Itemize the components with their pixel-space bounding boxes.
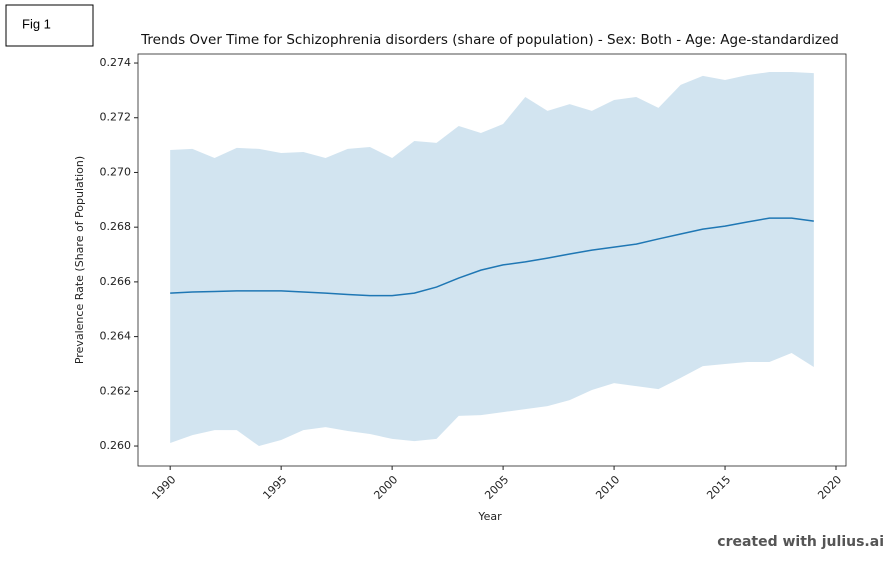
y-tick-label: 0.266 bbox=[100, 275, 132, 288]
y-tick-label: 0.274 bbox=[100, 56, 132, 69]
line bbox=[170, 217, 814, 297]
x-tick-label: 2010 bbox=[593, 473, 622, 502]
figure-label-box bbox=[5, 4, 94, 47]
x-tick-label: 2015 bbox=[704, 473, 733, 502]
x-tick-label: 2000 bbox=[371, 473, 400, 502]
y-tick-label: 0.270 bbox=[100, 165, 132, 178]
y-tick-label: 0.272 bbox=[100, 111, 132, 124]
plot-frame bbox=[137, 53, 847, 467]
watermark: created with julius.ai bbox=[717, 534, 884, 550]
confidence-band bbox=[170, 72, 814, 447]
chart-title: Trends Over Time for Schizophrenia disor… bbox=[140, 32, 839, 48]
x-tick-label: 2020 bbox=[815, 473, 844, 502]
y-tick-label: 0.264 bbox=[100, 330, 132, 343]
y-tick-label: 0.260 bbox=[100, 439, 132, 452]
x-axis-label: Year bbox=[477, 510, 502, 523]
x-tick-label: 2005 bbox=[482, 473, 511, 502]
y-tick-label: 0.262 bbox=[100, 384, 132, 397]
y-axis-label: Prevalence Rate (Share of Population) bbox=[73, 156, 86, 364]
x-tick-label: 1990 bbox=[149, 473, 178, 502]
figure-label: Fig 1 bbox=[22, 16, 51, 31]
y-tick-label: 0.268 bbox=[100, 220, 132, 233]
x-tick-label: 1995 bbox=[260, 473, 289, 502]
